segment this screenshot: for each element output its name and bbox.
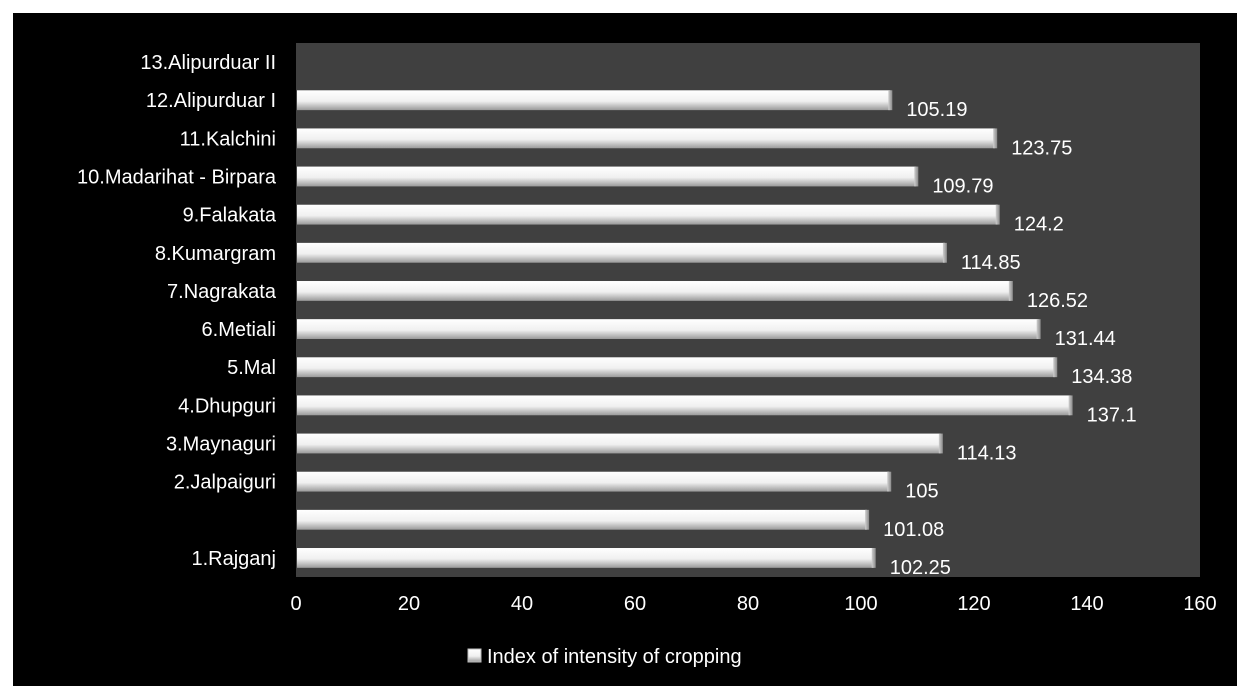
data-label: 134.38 xyxy=(1071,366,1132,388)
bar-end-cap xyxy=(914,166,919,187)
category-label: 7.Nagrakata xyxy=(167,281,277,303)
category-label: 3.Maynaguri xyxy=(166,434,276,456)
data-label: 114.13 xyxy=(957,443,1017,465)
category-label: 4.Dhupguri xyxy=(178,395,276,417)
bar-end-cap xyxy=(995,204,1000,225)
legend: Index of intensity of cropping xyxy=(467,646,742,668)
bar-end-cap xyxy=(993,128,998,149)
x-tick-label: 120 xyxy=(957,593,990,615)
data-label: 102.25 xyxy=(890,557,951,579)
bar xyxy=(297,357,1056,378)
bar-end-cap xyxy=(1008,281,1013,301)
x-tick-label: 100 xyxy=(844,593,877,615)
data-label: 109.79 xyxy=(932,176,993,198)
x-tick-label: 60 xyxy=(624,593,646,615)
x-tick-label: 140 xyxy=(1070,593,1103,615)
category-label: 10.Madarihat - Birpara xyxy=(77,167,277,189)
category-label: 12.Alipurduar I xyxy=(146,90,276,112)
bar xyxy=(297,548,874,568)
category-label: 11.Kalchini xyxy=(180,128,276,150)
category-label: 5.Mal xyxy=(227,357,276,379)
bar xyxy=(297,204,998,225)
value-labels-group: 102.25 101.08 105 114.13 137.1 134.38 131.44 12… xyxy=(883,99,1137,579)
data-label: 105 xyxy=(905,481,938,503)
category-label: 6.Metiali xyxy=(202,319,276,341)
bar-end-cap xyxy=(1053,357,1058,378)
bar-end-cap xyxy=(1036,319,1041,339)
bar xyxy=(297,471,890,492)
data-label: 114.85 xyxy=(961,252,1021,274)
bar xyxy=(297,319,1039,339)
category-labels-group: 1.Rajganj 2.Jalpaiguri 3.Maynaguri 4.Dhupgu… xyxy=(77,52,277,570)
x-tick-label: 0 xyxy=(290,593,301,615)
data-label: 105.19 xyxy=(906,99,967,121)
bar-end-cap xyxy=(887,471,892,492)
x-tick-label: 160 xyxy=(1183,593,1216,615)
bar-end-cap xyxy=(888,90,893,111)
bar-end-cap xyxy=(1068,395,1073,416)
x-tick-label: 20 xyxy=(398,593,420,615)
bars-group xyxy=(297,90,1073,568)
data-label: 126.52 xyxy=(1027,290,1088,312)
bar-end-cap xyxy=(938,433,943,454)
category-label: 9.Falakata xyxy=(183,205,277,227)
x-tick-label: 40 xyxy=(511,593,533,615)
bar xyxy=(297,242,945,263)
bar xyxy=(297,128,996,149)
category-label: 8.Kumargram xyxy=(155,243,276,265)
bar xyxy=(297,166,917,187)
data-label: 124.2 xyxy=(1014,214,1064,236)
data-label: 137.1 xyxy=(1087,404,1137,426)
category-label: 1.Rajganj xyxy=(191,548,276,570)
category-label: 2.Jalpaiguri xyxy=(174,472,276,494)
bar xyxy=(297,395,1071,416)
bar-end-cap xyxy=(871,548,876,568)
category-label: 13.Alipurduar II xyxy=(140,52,276,74)
data-label: 131.44 xyxy=(1055,328,1116,350)
data-label: 101.08 xyxy=(883,519,944,541)
legend-label: Index of intensity of cropping xyxy=(487,646,742,668)
bar xyxy=(297,433,941,454)
legend-swatch xyxy=(467,648,482,663)
data-label: 123.75 xyxy=(1011,137,1072,159)
x-tick-label: 80 xyxy=(737,593,759,615)
x-tick-labels-group: 0 20 40 60 80 100 120 140 160 xyxy=(290,593,1216,615)
bar-end-cap xyxy=(865,509,870,530)
bar xyxy=(297,509,868,530)
bar xyxy=(297,281,1011,301)
bar-end-cap xyxy=(942,242,947,263)
bar xyxy=(297,90,891,111)
